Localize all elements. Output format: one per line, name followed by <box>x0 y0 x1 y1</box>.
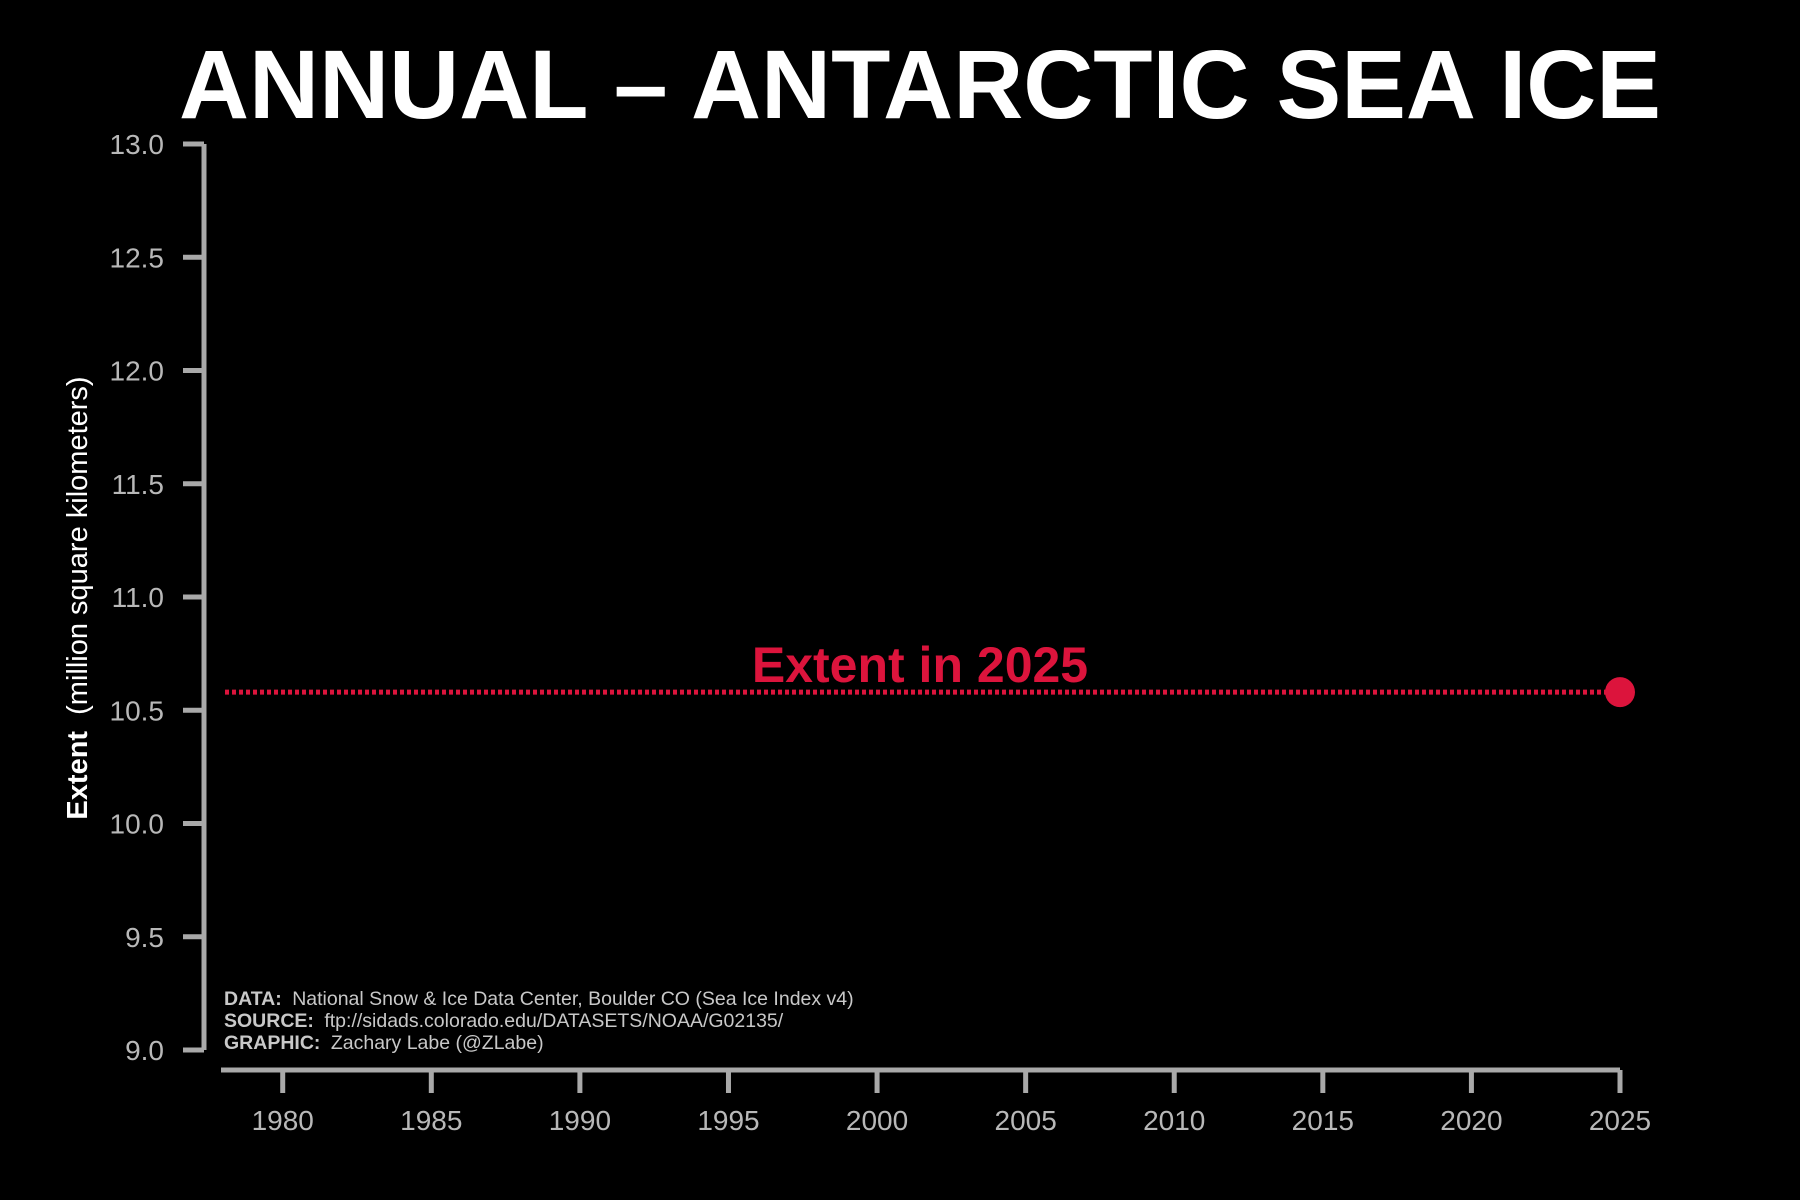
y-tick-label: 9.0 <box>125 1035 164 1066</box>
y-axis: 9.0 9.5 10.0 10.5 11.0 11.5 12.0 12.5 13.0 <box>110 129 207 1066</box>
credits: DATA: National Snow & Ice Data Center, B… <box>224 988 854 1054</box>
x-tick-label: 2010 <box>1143 1105 1205 1136</box>
x-tick-label: 2000 <box>846 1105 908 1136</box>
y-tick-label: 11.5 <box>112 469 164 500</box>
credit-source: SOURCE: ftp://sidads.colorado.edu/DATASE… <box>224 1010 784 1032</box>
y-axis-label: Extent (million square kilometers) <box>62 376 94 819</box>
credit-source-text: ftp://sidads.colorado.edu/DATASETS/NOAA/… <box>324 1010 783 1032</box>
y-tick-label: 11.0 <box>112 582 164 613</box>
y-tick-label: 9.5 <box>125 922 164 953</box>
chart-title: ANNUAL – ANTARCTIC SEA ICE <box>179 30 1661 139</box>
x-ticks: 1980 1985 1990 1995 2000 2005 2010 2015 2020 2025 <box>252 1070 1651 1136</box>
credit-graphic-label: GRAPHIC: <box>224 1032 320 1054</box>
x-tick-label: 1995 <box>697 1105 759 1136</box>
data-point-2025 <box>1605 677 1635 708</box>
y-tick-label: 13.0 <box>110 129 165 160</box>
credit-source-label: SOURCE: <box>224 1010 314 1032</box>
y-axis-label-units: (million square kilometers) <box>62 376 94 714</box>
x-axis: 1980 1985 1990 1995 2000 2005 2010 2015 2020 2025 <box>221 1067 1651 1136</box>
x-tick-label: 2005 <box>995 1105 1057 1136</box>
credit-data: DATA: National Snow & Ice Data Center, B… <box>224 988 854 1010</box>
y-tick-label: 12.5 <box>110 242 165 273</box>
credit-graphic: GRAPHIC: Zachary Labe (@ZLabe) <box>224 1032 544 1054</box>
x-tick-label: 1985 <box>400 1105 462 1136</box>
x-tick-label: 1980 <box>252 1105 314 1136</box>
x-tick-label: 2025 <box>1589 1105 1651 1136</box>
credit-graphic-text: Zachary Labe (@ZLabe) <box>331 1032 544 1054</box>
y-tick-label: 10.0 <box>110 809 165 840</box>
y-tick-label: 10.5 <box>110 695 165 726</box>
x-tick-label: 2015 <box>1292 1105 1354 1136</box>
x-tick-label: 1990 <box>549 1105 611 1136</box>
y-axis-label-bold: Extent <box>62 731 94 820</box>
credit-data-label: DATA: <box>224 988 282 1010</box>
y-tick-label: 12.0 <box>110 356 165 387</box>
credit-data-text: National Snow & Ice Data Center, Boulder… <box>292 988 853 1010</box>
x-tick-label: 2020 <box>1440 1105 1502 1136</box>
reference-line-label: Extent in 2025 <box>752 637 1088 693</box>
y-ticks: 9.0 9.5 10.0 10.5 11.0 11.5 12.0 12.5 13.0 <box>110 129 204 1066</box>
plot-marks: Extent in 2025 <box>225 637 1635 708</box>
series-points <box>1605 677 1635 708</box>
